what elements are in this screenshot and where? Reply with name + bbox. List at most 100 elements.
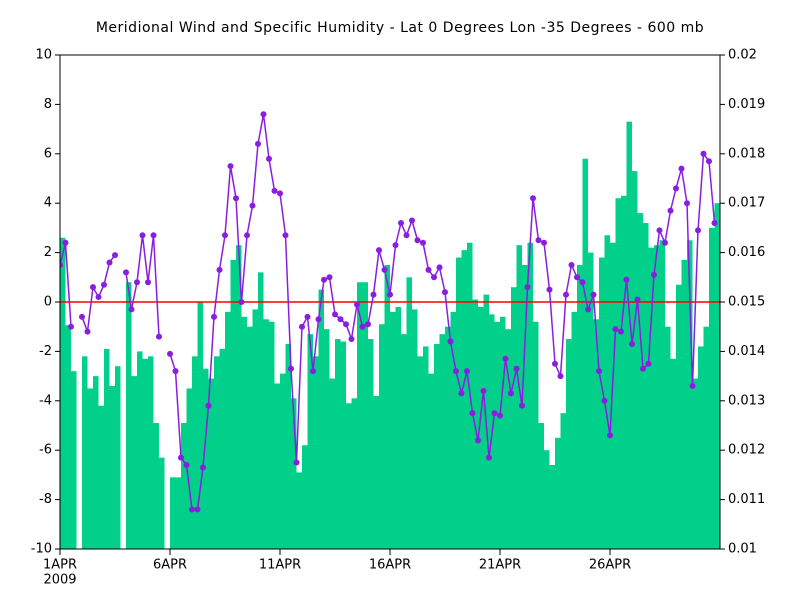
line-point (90, 284, 96, 291)
bar (703, 326, 709, 549)
line-point (667, 207, 674, 214)
line-point (299, 323, 305, 330)
line-point (684, 200, 690, 207)
bar (417, 356, 423, 549)
bar (87, 388, 93, 549)
bar (555, 437, 561, 549)
bar (604, 235, 610, 549)
bar (549, 465, 555, 549)
bar (412, 309, 418, 549)
line-point (101, 281, 107, 288)
x-tick-label: 11APR (259, 558, 301, 573)
bar (115, 366, 121, 549)
bar (714, 203, 720, 549)
bar (60, 237, 66, 549)
bar (142, 358, 148, 549)
bar (500, 316, 506, 549)
y2-tick-label: 0.014 (728, 344, 765, 359)
y2-tick-label: 0.013 (728, 393, 765, 408)
bar (329, 378, 335, 549)
bar (197, 302, 203, 549)
line-point (150, 232, 157, 239)
bar (599, 257, 605, 549)
line-point (178, 454, 184, 461)
bar (258, 272, 264, 549)
bar (340, 341, 346, 549)
bar (401, 334, 407, 549)
line-point (700, 150, 707, 157)
bar (263, 319, 269, 549)
bar (632, 171, 638, 549)
line-point (326, 274, 333, 281)
line-point (458, 390, 465, 397)
line-point (238, 299, 245, 305)
bar (313, 356, 319, 549)
y-tick-label: -2 (39, 344, 52, 359)
bar (654, 245, 660, 549)
line-point (139, 232, 146, 239)
line-point (337, 316, 344, 323)
line-point (260, 111, 267, 118)
line-point (354, 301, 360, 308)
line-point (167, 350, 173, 357)
line-point (623, 276, 630, 283)
line-point (563, 291, 569, 298)
line-point (370, 291, 377, 298)
line-point (288, 365, 294, 372)
bar (505, 329, 511, 549)
line-point (475, 437, 481, 444)
line-point (695, 227, 701, 234)
bar (423, 346, 429, 549)
bar (533, 321, 539, 549)
line-point (304, 313, 311, 320)
bar (203, 368, 209, 549)
line-point (524, 284, 531, 291)
bar (390, 311, 396, 549)
line-point (387, 291, 393, 298)
line-point (194, 506, 201, 513)
bar (379, 324, 385, 549)
bar (621, 195, 627, 549)
line-point (156, 333, 162, 340)
y2-tick-label: 0.011 (728, 492, 765, 507)
bar (280, 373, 286, 549)
line-point (497, 412, 503, 419)
line-point (541, 239, 547, 246)
bar (445, 326, 451, 549)
y-tick-label: 2 (44, 245, 52, 260)
bar (670, 358, 676, 549)
line-point (508, 390, 514, 397)
bar (236, 245, 242, 549)
y2-tick-label: 0.015 (728, 295, 765, 310)
line-point (552, 360, 558, 367)
line-point (365, 321, 371, 328)
x-tick-label: 26APR (589, 558, 631, 573)
line-point (392, 242, 399, 249)
bar (698, 346, 704, 549)
x-year-label: 2009 (43, 573, 76, 588)
bar (307, 334, 313, 549)
line-point (711, 219, 718, 226)
bar (511, 287, 517, 549)
line-point (205, 402, 212, 409)
bar (126, 282, 132, 549)
y2-tick-label: 0.018 (728, 146, 765, 161)
y2-tick-label: 0.02 (728, 48, 757, 63)
line-point (420, 239, 426, 246)
line-point (79, 313, 85, 320)
bar (456, 257, 462, 549)
bar (571, 311, 577, 549)
line-point (442, 289, 448, 296)
bar (560, 413, 566, 549)
plot-area (60, 111, 720, 549)
y2-tick-label: 0.012 (728, 443, 765, 458)
bar (324, 329, 330, 549)
bar (214, 356, 220, 549)
line-point (689, 382, 696, 389)
x-tick-label: 1APR (43, 558, 77, 573)
bar (687, 240, 693, 549)
bar (582, 158, 588, 549)
line-point (112, 252, 118, 259)
bar (104, 348, 110, 549)
line-point (640, 365, 646, 372)
